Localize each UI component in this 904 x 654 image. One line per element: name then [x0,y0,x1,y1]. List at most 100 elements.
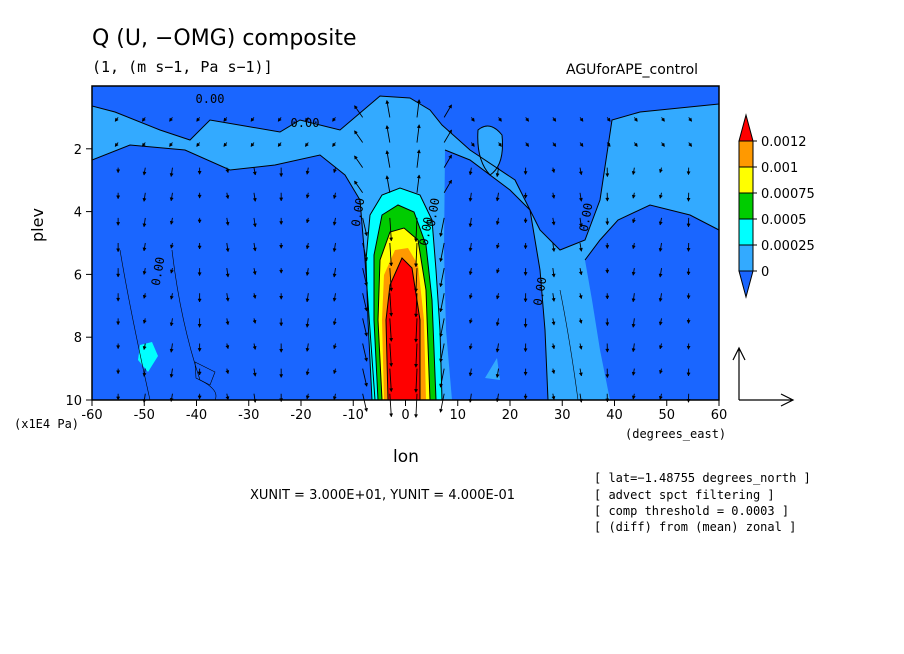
wind-arrow-head [389,413,394,418]
wind-arrow-head [197,245,202,250]
contour-label: 0.00 [417,216,436,247]
wind-arrow-head [250,142,255,147]
note-line: [ (diff) from (mean) zonal ] [594,520,797,534]
wind-arrow-head [197,219,202,224]
wind-arrow-head [389,388,394,393]
wind-arrow-head [470,117,475,122]
wind-arrow-head [252,319,257,324]
wind-arrow [389,268,392,292]
wind-arrow-head [279,374,284,379]
wind-arrow-head [225,345,230,350]
wind-arrow-head [196,142,201,147]
wind-arrow-head [686,197,691,202]
wind-arrow-head [225,248,230,253]
colorbar-swatch [738,244,754,272]
wind-arrow-head [633,117,638,122]
wind-arrow-head [279,197,284,202]
wind-arrow-head [170,269,174,274]
wind-arrow-head [525,117,529,122]
wind-arrow-head [495,221,500,226]
wind-arrow-head [305,371,310,376]
wind-arrow-head [660,142,665,147]
wind-arrow-head [468,345,473,350]
wind-arrow-head [169,197,174,202]
wind-arrow-head [364,232,368,237]
wind-arrow-head [470,142,475,147]
wind-arrow-head [116,169,121,174]
wind-arrow-head [551,273,556,278]
wind-arrow-head [658,395,663,401]
wind-arrow-head [279,173,284,178]
x-tick-label: -10 [343,408,364,423]
wind-arrow-head [551,370,556,375]
note-line: [ comp threshold = 0.0003 ] [594,504,790,518]
wind-arrow-head [468,372,473,377]
wind-arrow-head [279,269,284,274]
wind-arrow-head [658,297,663,303]
colorbar-swatch [738,192,754,220]
wind-arrow-head [414,389,419,393]
wind-arrow-head [197,298,202,303]
wind-arrow-head [416,149,421,154]
wind-arrow-head [389,262,394,267]
wind-arrow-head [439,383,444,388]
colorbar-swatch [738,140,754,168]
colorbar: 0.0012 0.001 0.00075 0.0005 0.00025 0 [738,113,815,299]
wind-arrow-head [141,117,146,122]
wind-arrow-head [552,142,557,147]
wind-arrow-head [686,171,691,176]
note-line: [ lat=−1.48755 degrees_north ] [594,471,811,485]
wind-arrow-head [116,321,121,326]
wind-arrow-head [114,117,119,122]
wind-arrow-head [578,223,583,228]
wind-arrow-head [416,124,421,129]
wind-arrow-head [631,298,636,303]
wind-arrow-head [552,117,557,122]
wind-arrow-head [468,171,473,176]
wind-arrow-head [169,142,174,147]
wind-arrow-head [631,395,636,400]
colorbar-swatch [738,166,754,194]
wind-arrow-head [252,247,257,252]
negative-region [92,86,719,250]
wind-arrow-head [305,323,310,328]
wind-arrow-head [277,117,282,122]
wind-arrow [389,393,392,417]
wind-arrow-head [169,295,174,300]
wind-arrow-head [631,245,636,250]
wind-arrow-head [305,170,310,175]
wind-arrow-head [332,273,337,278]
wind-arrow [415,217,418,242]
wind-arrow [415,368,418,393]
wind-arrow-head [495,348,500,353]
wind-arrow-head [252,223,257,228]
wind-arrow-head [305,272,310,277]
wind-arrow-head [658,273,663,278]
wind-arrow-head [495,197,500,202]
note-line: [ advect spct filtering ] [594,488,775,502]
wind-arrow-head [197,395,202,400]
wind-arrow-head [252,294,257,300]
wind-arrow-head [225,297,230,302]
wind-arrow-head [305,347,310,353]
wind-arrow-head [439,258,444,263]
core-level-5 [386,258,420,400]
wind-arrow-head [523,395,528,400]
wind-arrow-head [252,372,257,377]
wind-arrow-head [225,321,230,326]
colorbar-swatch [738,218,754,246]
chart-title: Q (U, −OMG) composite [92,26,357,51]
wind-arrow-head [523,245,528,250]
wind-arrow-head [523,272,528,276]
wind-arrow-head [523,298,528,303]
wind-arrow-head [225,396,230,401]
wind-arrow-head [686,271,691,276]
wind-arrow-head [439,358,444,363]
wind-arrow [415,393,418,418]
wind-arrow-head [364,257,368,262]
y-axis: 2 4 6 8 10 [65,143,92,409]
wind-arrow [415,268,418,292]
wind-arrow-head [495,244,500,249]
wind-arrow [415,242,418,267]
wind-arrow-head [605,322,610,327]
